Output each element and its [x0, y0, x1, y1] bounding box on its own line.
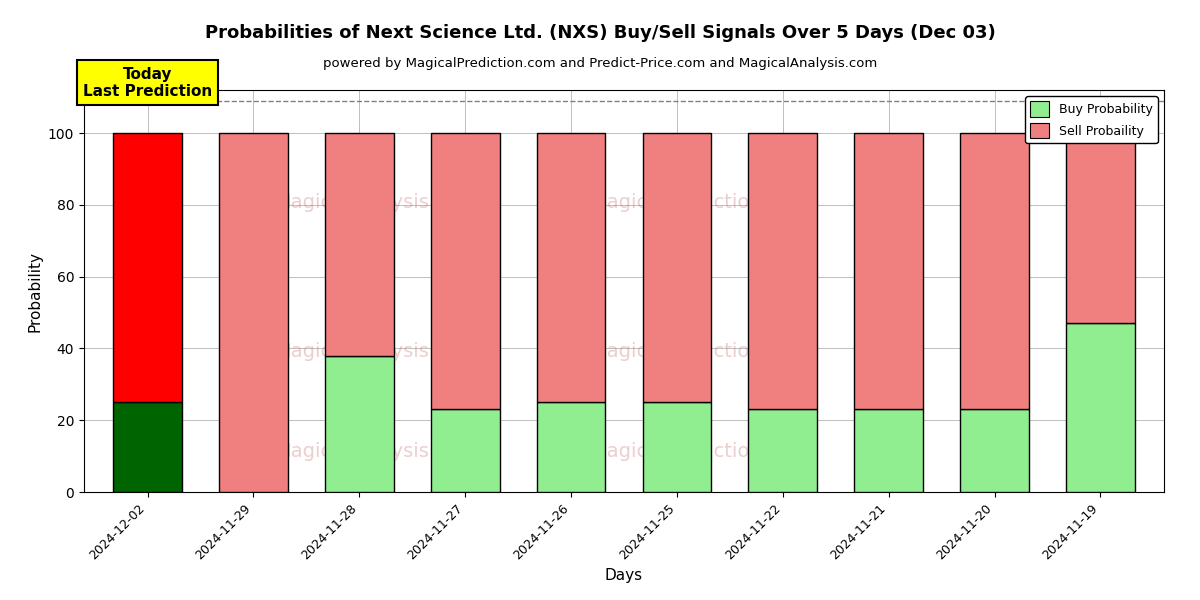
- Text: MagicalAnalysis.com: MagicalAnalysis.com: [275, 342, 476, 361]
- Text: MagicalAnalysis.com: MagicalAnalysis.com: [275, 193, 476, 212]
- Y-axis label: Probability: Probability: [28, 251, 42, 331]
- Bar: [1066, 323, 1135, 492]
- Bar: [536, 133, 606, 402]
- Bar: [325, 133, 394, 356]
- Bar: [642, 402, 712, 492]
- Bar: [113, 402, 182, 492]
- Text: powered by MagicalPrediction.com and Predict-Price.com and MagicalAnalysis.com: powered by MagicalPrediction.com and Pre…: [323, 57, 877, 70]
- Text: MagicalPrediction.com: MagicalPrediction.com: [590, 442, 809, 461]
- Text: Today
Last Prediction: Today Last Prediction: [83, 67, 212, 99]
- Bar: [960, 409, 1030, 492]
- Legend: Buy Probability, Sell Probaility: Buy Probability, Sell Probaility: [1025, 96, 1158, 143]
- Bar: [749, 133, 817, 409]
- Bar: [536, 402, 606, 492]
- Bar: [642, 133, 712, 402]
- Bar: [1066, 133, 1135, 323]
- Bar: [749, 409, 817, 492]
- Text: MagicalAnalysis.com: MagicalAnalysis.com: [275, 442, 476, 461]
- Bar: [854, 409, 923, 492]
- Bar: [431, 409, 499, 492]
- Text: Probabilities of Next Science Ltd. (NXS) Buy/Sell Signals Over 5 Days (Dec 03): Probabilities of Next Science Ltd. (NXS)…: [205, 24, 995, 42]
- Bar: [431, 133, 499, 409]
- Text: MagicalPrediction.com: MagicalPrediction.com: [590, 193, 809, 212]
- Bar: [960, 133, 1030, 409]
- Bar: [113, 133, 182, 402]
- Text: MagicalPrediction.com: MagicalPrediction.com: [590, 342, 809, 361]
- Bar: [220, 133, 288, 492]
- Bar: [325, 356, 394, 492]
- X-axis label: Days: Days: [605, 568, 643, 583]
- Bar: [854, 133, 923, 409]
